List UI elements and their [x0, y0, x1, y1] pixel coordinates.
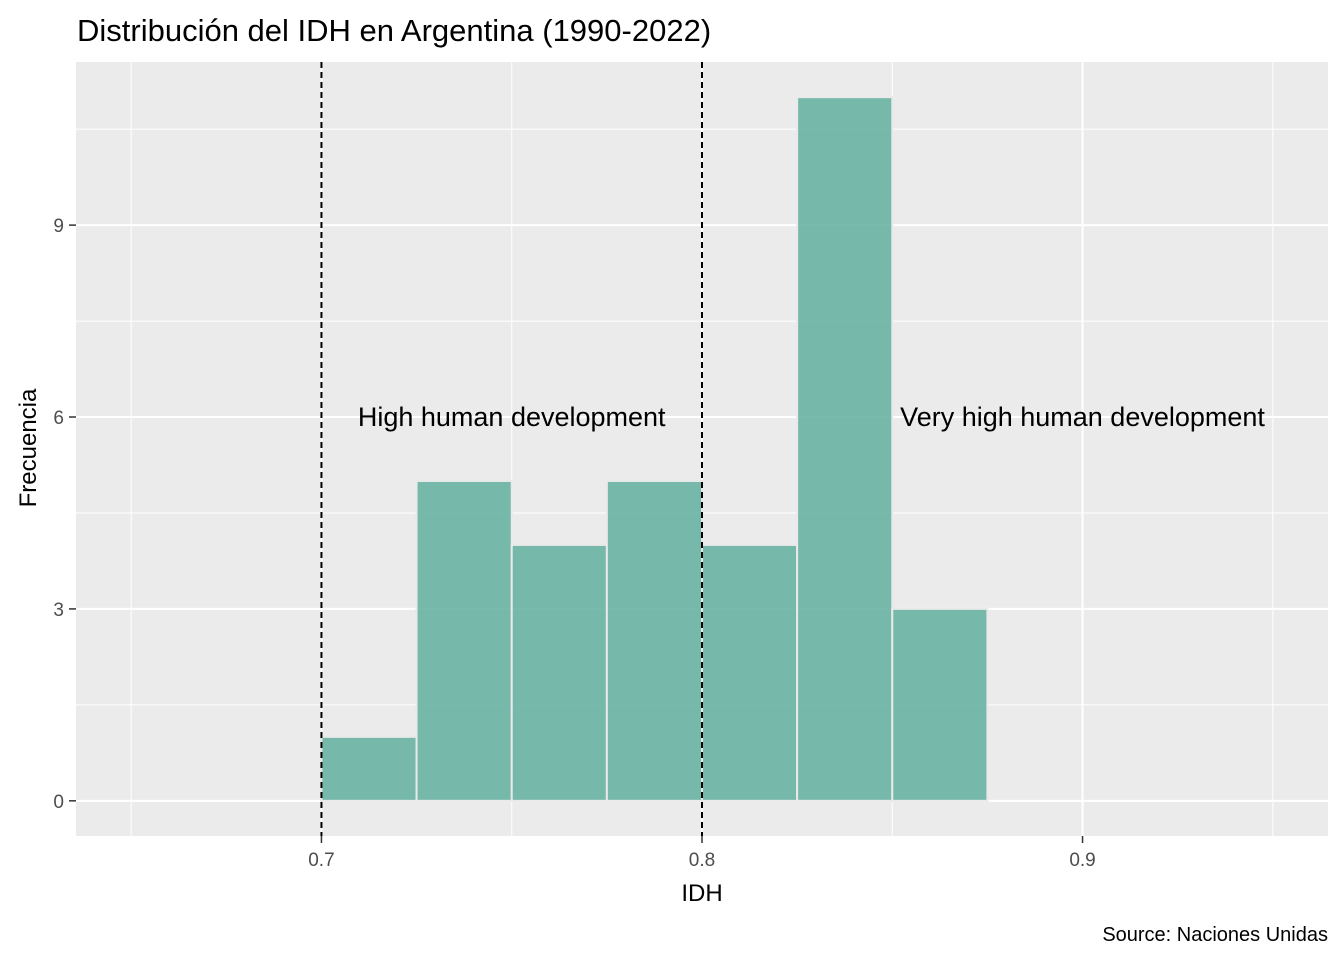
bars	[320, 96, 989, 802]
y-tick-label: 0	[53, 792, 64, 813]
y-tick-label: 6	[53, 408, 64, 429]
x-tick-label: 0.8	[689, 850, 715, 871]
annotations: High human development Very high human de…	[358, 402, 1266, 432]
histogram-bar	[415, 479, 513, 802]
y-tick-label: 9	[53, 216, 64, 237]
histogram-bar	[605, 479, 703, 802]
histogram-bar	[891, 607, 989, 802]
annotation-label: High human development	[358, 402, 666, 432]
x-tick-label: 0.9	[1069, 850, 1095, 871]
y-axis-label: Frecuencia	[15, 388, 42, 507]
histogram-bar	[796, 96, 894, 802]
axes: 0.7 0.8 0.9 0 3 6 9	[53, 216, 1095, 871]
chart-title: Distribución del IDH en Argentina (1990-…	[77, 13, 711, 48]
chart-caption: Source: Naciones Unidas	[1102, 924, 1328, 946]
x-axis-label: IDH	[681, 880, 722, 907]
x-tick-label: 0.7	[308, 850, 334, 871]
histogram-bar	[510, 543, 608, 802]
y-tick-label: 3	[53, 600, 64, 621]
histogram-bar	[320, 735, 418, 802]
annotation-label: Very high human development	[900, 402, 1265, 432]
reference-lines	[320, 62, 703, 836]
histogram-bar	[701, 543, 799, 802]
